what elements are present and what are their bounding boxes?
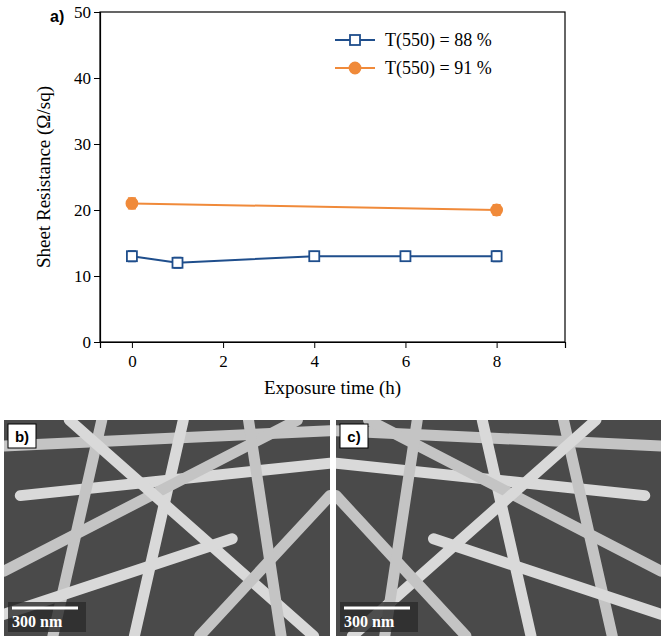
tick-label: 0 [128, 352, 137, 371]
micrograph-background [4, 420, 330, 636]
legend-item: T(550) = 91 % [335, 58, 492, 79]
tick-label: 6 [402, 352, 411, 371]
data-point [127, 251, 137, 261]
data-point [491, 205, 502, 216]
scale-bar-backdrop [340, 602, 418, 632]
data-point [400, 251, 410, 261]
tick-mark [94, 276, 100, 277]
tick-mark [314, 342, 315, 348]
data-point [309, 251, 319, 261]
legend-marker [350, 63, 361, 74]
tick-mark [94, 342, 100, 343]
nanowire [482, 420, 531, 636]
tick-label: 20 [74, 201, 91, 220]
panel-label: c) [347, 428, 360, 445]
error-bar [493, 251, 501, 262]
scale-bar-backdrop [8, 602, 86, 632]
tick-label: 4 [311, 352, 320, 371]
data-point [492, 251, 502, 261]
tick-label: 50 [74, 3, 91, 22]
error-bar [310, 252, 318, 261]
tick: 10 [74, 267, 100, 286]
micrograph-panel: b) 300 nm [4, 420, 330, 636]
tick-label: 0 [83, 333, 92, 352]
tick: 30 [74, 135, 100, 154]
tick-mark [94, 210, 100, 211]
legend-label: T(550) = 88 % [385, 30, 492, 51]
legend-label: T(550) = 91 % [385, 58, 492, 79]
nanowire [69, 420, 314, 636]
tick-label: 40 [74, 69, 91, 88]
tick-mark [405, 342, 406, 348]
plot-frame [100, 12, 565, 342]
error-bar [401, 252, 409, 261]
axis-line [101, 343, 566, 349]
tick-mark [94, 12, 100, 13]
tick-mark [94, 144, 100, 145]
tick: 0 [83, 333, 101, 352]
tick-label: 2 [219, 352, 228, 371]
x-axis: 0 2 4 6 8 [101, 342, 566, 371]
plot-area [126, 198, 502, 268]
micrograph-background [336, 420, 661, 636]
y-axis-title: Sheet Resistance (Ω/sq) [33, 86, 55, 268]
figure: a) 0 2 4 6 8 0 10 20 30 40 50 Exposure time (h) Sheet… [0, 0, 665, 641]
tick: 20 [74, 201, 100, 220]
tick: 50 [74, 3, 100, 22]
nanowire [134, 420, 183, 636]
tick: 2 [219, 342, 228, 371]
nanowire [434, 539, 662, 615]
panel-label: a) [50, 8, 64, 25]
tick-label: 8 [493, 352, 502, 371]
micrograph-panel: c) 300 nm [336, 420, 661, 636]
tick: 40 [74, 69, 100, 88]
scale-bar [344, 607, 410, 610]
scale-bar-label: 300 nm [12, 613, 63, 630]
x-axis-title: Exposure time (h) [264, 377, 401, 399]
data-point [173, 258, 183, 268]
series-line [132, 203, 497, 210]
legend-item: T(550) = 88 % [335, 30, 492, 51]
tick: 8 [493, 342, 502, 371]
scale-bar-label: 300 nm [344, 613, 395, 630]
tick: 0 [128, 342, 137, 371]
panel-label-box [340, 424, 368, 448]
tick-mark [223, 342, 224, 348]
panel-label-box [8, 424, 36, 448]
legend-marker [350, 35, 360, 45]
data-point [126, 198, 137, 209]
scale-bar [12, 607, 78, 610]
error-bar [174, 258, 182, 269]
axis-line [94, 13, 101, 343]
legend: T(550) = 88 % T(550) = 91 % [335, 30, 492, 79]
tick: 4 [311, 342, 320, 371]
tick: 6 [402, 342, 411, 371]
tick-label: 10 [74, 267, 91, 286]
tick-mark [497, 342, 498, 348]
tick-mark [132, 342, 133, 348]
tick-mark [94, 78, 100, 79]
tick-label: 30 [74, 135, 91, 154]
panel-label: b) [15, 428, 29, 445]
y-axis: 0 10 20 30 40 50 [74, 3, 101, 352]
nanowire [249, 420, 282, 636]
